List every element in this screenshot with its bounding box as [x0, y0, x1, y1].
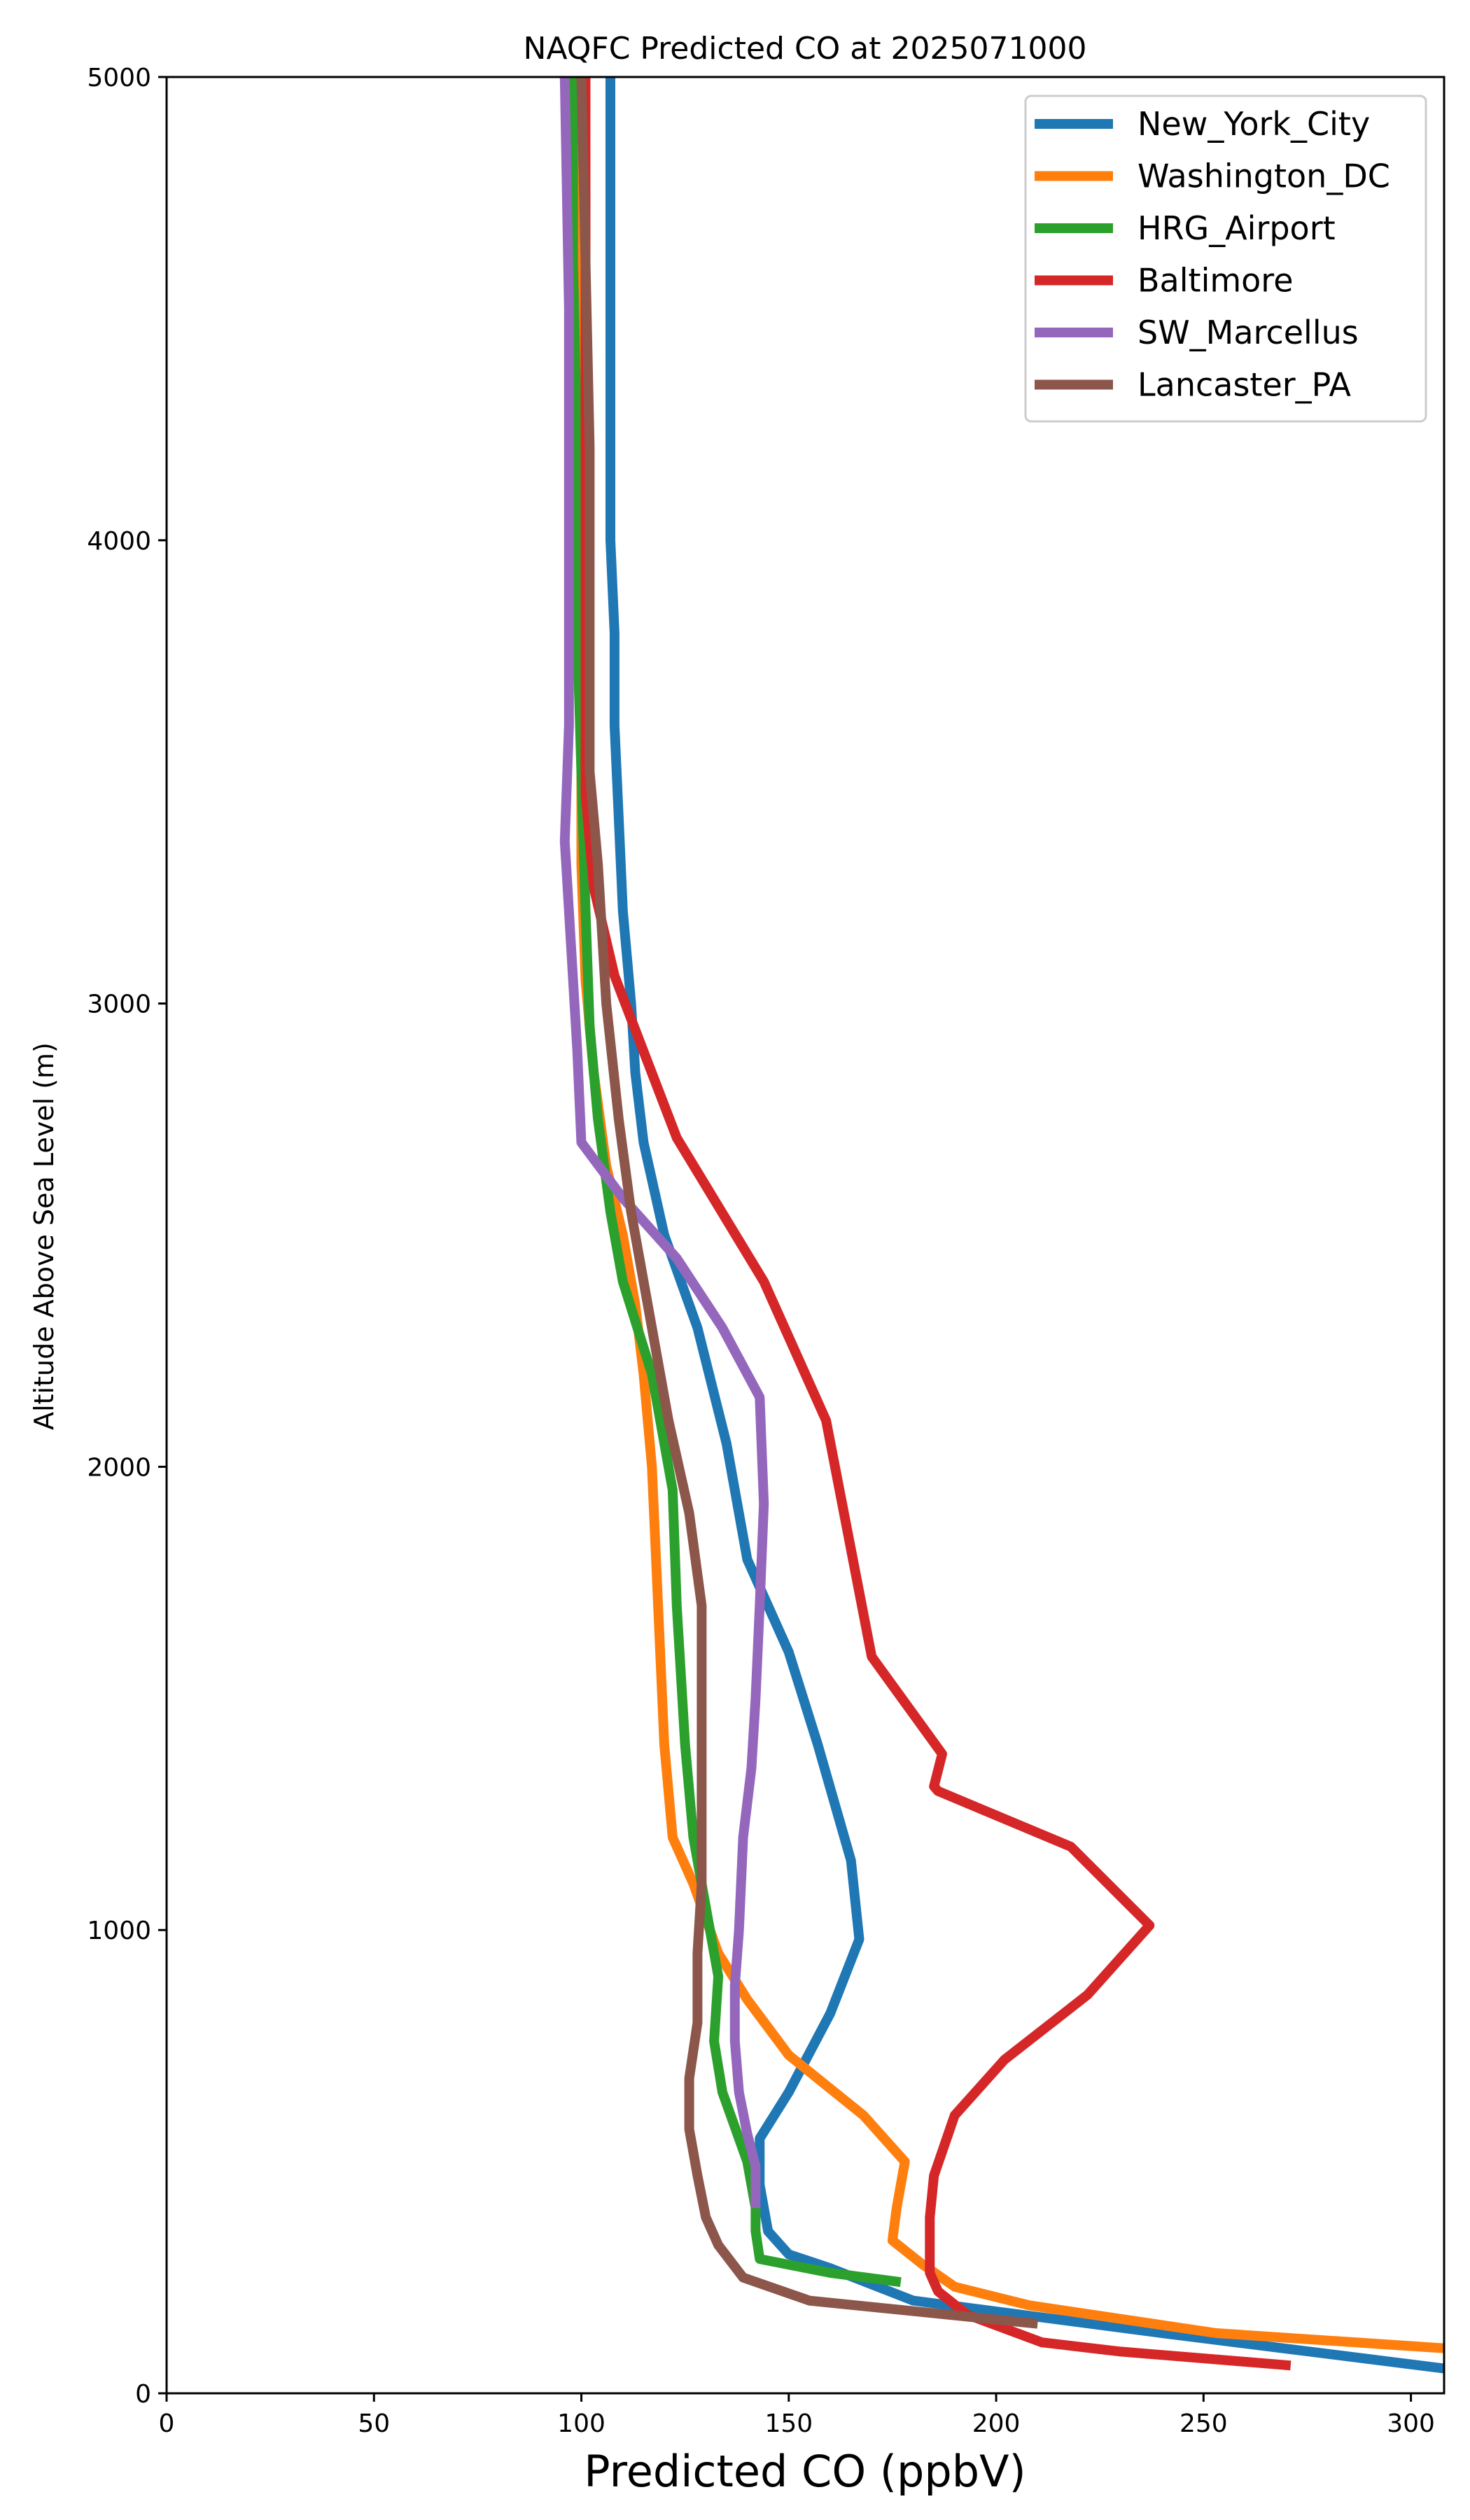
chart-title: NAQFC Predicted CO at 2025071000	[524, 31, 1087, 66]
legend-label: New_York_City	[1138, 105, 1370, 143]
legend-label: HRG_Airport	[1138, 209, 1336, 247]
x-tick-label: 150	[764, 2409, 813, 2438]
series-layer	[559, 77, 1444, 2374]
series-line-baltimore	[580, 77, 1292, 2371]
y-axis-ticks: 0 1000 2000 3000 4000 5000	[87, 64, 167, 2409]
legend-item-washington-dc: Washington_DC	[1035, 158, 1390, 195]
legend-item-baltimore: Baltimore	[1035, 262, 1294, 300]
legend-item-sw-marcellus: SW_Marcellus	[1035, 314, 1359, 351]
legend-label: SW_Marcellus	[1138, 314, 1359, 351]
plot-frame	[165, 76, 1446, 2395]
x-tick-label: 250	[1180, 2409, 1228, 2438]
y-tick-label: 0	[135, 2380, 151, 2409]
x-tick-label: 100	[557, 2409, 606, 2438]
x-tick-label: 200	[972, 2409, 1021, 2438]
series-line-sw-marcellus	[559, 77, 769, 2208]
y-tick-label: 1000	[87, 1917, 151, 1945]
legend-item-lancaster-pa: Lancaster_PA	[1035, 366, 1351, 404]
legend-label: Baltimore	[1138, 262, 1294, 300]
legend-item-hrg-airport: HRG_Airport	[1035, 209, 1336, 247]
series-line-new-york-city	[606, 77, 1444, 2374]
x-axis-label: Predicted CO (ppbV)	[584, 2446, 1026, 2497]
y-tick-label: 4000	[87, 527, 151, 556]
x-tick-label: 300	[1387, 2409, 1435, 2438]
series-line-lancaster-pa	[576, 77, 1039, 2329]
legend-label: Washington_DC	[1138, 158, 1390, 195]
x-axis-ticks: 0 50 100 150 200 250 300	[159, 2393, 1435, 2438]
x-tick-label: 0	[159, 2409, 175, 2438]
legend-label: Lancaster_PA	[1138, 366, 1351, 404]
legend: New_York_City Washington_DC HRG_Airport Bal…	[1024, 94, 1427, 423]
y-axis-label: Altitude Above Sea Level (m)	[29, 1042, 59, 1430]
legend-item-new-york-city: New_York_City	[1035, 105, 1370, 143]
legend-box	[1024, 94, 1427, 423]
y-tick-label: 2000	[87, 1453, 151, 1482]
y-tick-label: 5000	[87, 64, 151, 92]
y-tick-label: 3000	[87, 990, 151, 1019]
x-tick-label: 50	[358, 2409, 390, 2438]
